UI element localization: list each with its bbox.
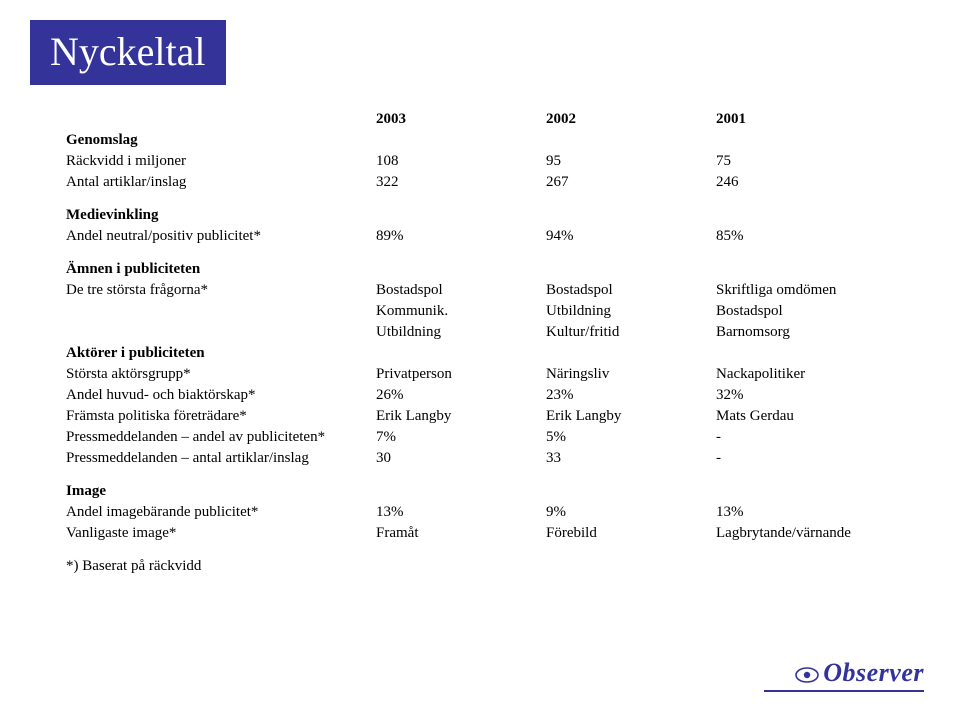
cell: 5% — [540, 427, 710, 448]
table-row: Vanligaste image* Framåt Förebild Lagbry… — [60, 523, 880, 544]
logo-text: Observer — [823, 658, 924, 687]
cell: 108 — [370, 151, 540, 172]
section-amnen: Ämnen i publiciteten — [60, 247, 370, 280]
cell: Kommunik. — [370, 301, 540, 322]
row-label: De tre största frågorna* — [60, 280, 370, 301]
cell: 89% — [370, 226, 540, 247]
cell: 246 — [710, 172, 880, 193]
cell: Lagbrytande/värnande — [710, 523, 880, 544]
cell: 32% — [710, 385, 880, 406]
cell: 13% — [370, 502, 540, 523]
table-row: Pressmeddelanden – antal artiklar/inslag… — [60, 448, 880, 469]
row-label: Andel huvud- och biaktörskap* — [60, 385, 370, 406]
cell: 7% — [370, 427, 540, 448]
section-image: Image — [60, 469, 370, 502]
cell: 95 — [540, 151, 710, 172]
cell: 23% — [540, 385, 710, 406]
cell: Bostadspol — [710, 301, 880, 322]
table-row: Pressmeddelanden – andel av publiciteten… — [60, 427, 880, 448]
cell: Erik Langby — [540, 406, 710, 427]
row-label: Antal artiklar/inslag — [60, 172, 370, 193]
cell: 267 — [540, 172, 710, 193]
cell: - — [710, 427, 880, 448]
content-area: 2003 2002 2001 Genomslag Räckvidd i milj… — [60, 109, 930, 577]
row-label: Pressmeddelanden – antal artiklar/inslag — [60, 448, 370, 469]
cell: Framåt — [370, 523, 540, 544]
section-genomslag: Genomslag — [60, 130, 370, 151]
footnote: *) Baserat på räckvidd — [60, 544, 370, 577]
cell: Bostadspol — [370, 280, 540, 301]
key-figures-table: 2003 2002 2001 Genomslag Räckvidd i milj… — [60, 109, 880, 577]
row-label: Andel imagebärande publicitet* — [60, 502, 370, 523]
cell: 85% — [710, 226, 880, 247]
table-row: Utbildning Kultur/fritid Barnomsorg — [60, 322, 880, 343]
page-title: Nyckeltal — [30, 20, 226, 85]
cell: 75 — [710, 151, 880, 172]
cell: Kultur/fritid — [540, 322, 710, 343]
cell: - — [710, 448, 880, 469]
cell: Privatperson — [370, 364, 540, 385]
cell: 33 — [540, 448, 710, 469]
eye-icon — [795, 667, 819, 688]
cell: Nackapolitiker — [710, 364, 880, 385]
row-label: Vanligaste image* — [60, 523, 370, 544]
cell: Bostadspol — [540, 280, 710, 301]
row-label: Främsta politiska företrädare* — [60, 406, 370, 427]
section-aktorer: Aktörer i publiciteten — [60, 343, 370, 364]
cell: 94% — [540, 226, 710, 247]
section-medievinkling: Medievinkling — [60, 193, 370, 226]
table-row: Räckvidd i miljoner 108 95 75 — [60, 151, 880, 172]
cell: Förebild — [540, 523, 710, 544]
table-row: De tre största frågorna* Bostadspol Bost… — [60, 280, 880, 301]
observer-logo: Observer — [764, 658, 924, 692]
cell: 13% — [710, 502, 880, 523]
cell: Barnomsorg — [710, 322, 880, 343]
cell: Utbildning — [540, 301, 710, 322]
row-label: Största aktörsgrupp* — [60, 364, 370, 385]
logo-underline — [764, 690, 924, 692]
table-row: Andel imagebärande publicitet* 13% 9% 13… — [60, 502, 880, 523]
year-2003: 2003 — [370, 109, 540, 130]
cell: Skriftliga omdömen — [710, 280, 880, 301]
cell: 9% — [540, 502, 710, 523]
table-row: Antal artiklar/inslag 322 267 246 — [60, 172, 880, 193]
cell: 26% — [370, 385, 540, 406]
table-row: Andel neutral/positiv publicitet* 89% 94… — [60, 226, 880, 247]
year-2002: 2002 — [540, 109, 710, 130]
header-row: 2003 2002 2001 — [60, 109, 880, 130]
year-2001: 2001 — [710, 109, 880, 130]
cell: 30 — [370, 448, 540, 469]
cell: 322 — [370, 172, 540, 193]
table-row: Andel huvud- och biaktörskap* 26% 23% 32… — [60, 385, 880, 406]
table-row: Största aktörsgrupp* Privatperson Näring… — [60, 364, 880, 385]
cell: Mats Gerdau — [710, 406, 880, 427]
row-label: Pressmeddelanden – andel av publiciteten… — [60, 427, 370, 448]
row-label: Räckvidd i miljoner — [60, 151, 370, 172]
cell: Utbildning — [370, 322, 540, 343]
table-row: Främsta politiska företrädare* Erik Lang… — [60, 406, 880, 427]
cell: Näringsliv — [540, 364, 710, 385]
table-row: Kommunik. Utbildning Bostadspol — [60, 301, 880, 322]
cell: Erik Langby — [370, 406, 540, 427]
row-label: Andel neutral/positiv publicitet* — [60, 226, 370, 247]
